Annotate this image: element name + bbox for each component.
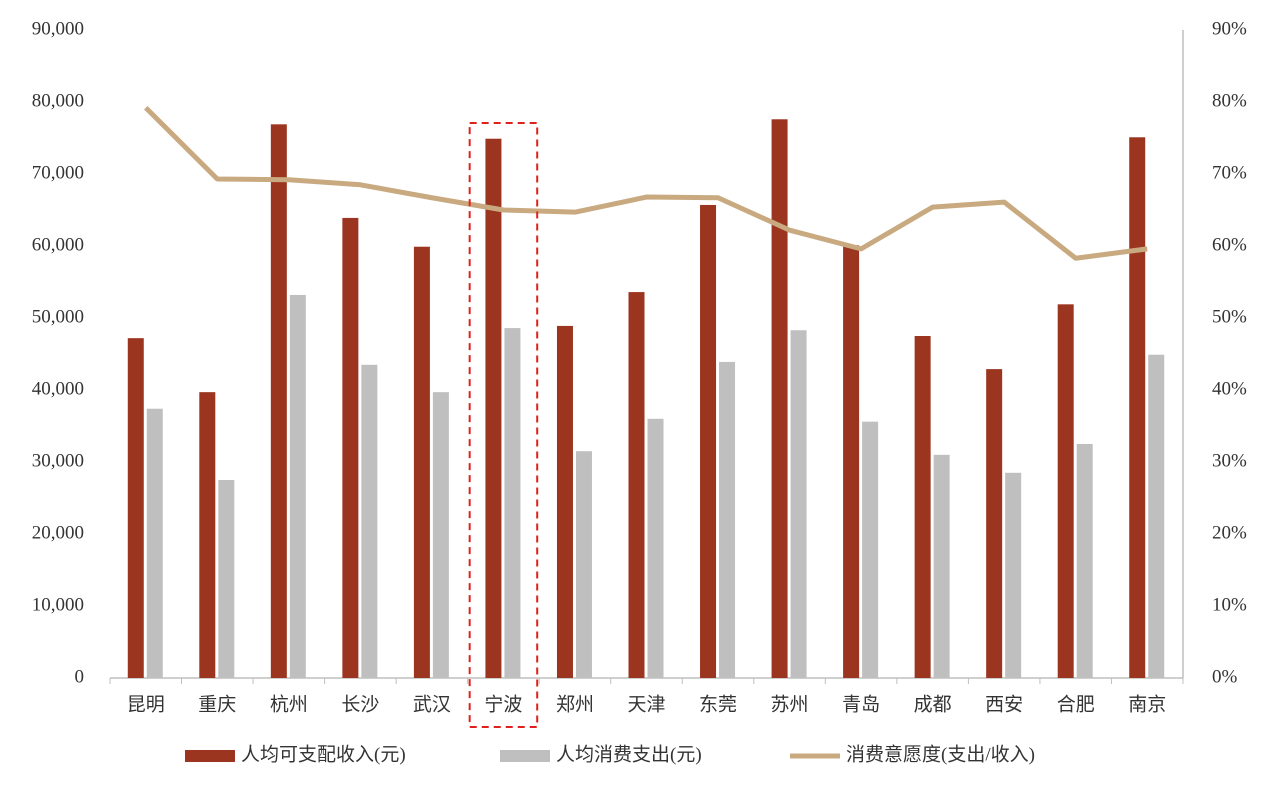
bar [1005, 472, 1022, 678]
y2-tick-label: 90% [1212, 18, 1247, 39]
bar [1076, 444, 1093, 678]
bar [933, 454, 950, 678]
y2-tick-label: 60% [1212, 234, 1247, 255]
x-tick-label: 重庆 [198, 693, 236, 715]
y2-tick-label: 30% [1212, 450, 1247, 471]
bar [289, 294, 306, 678]
bar [628, 292, 645, 678]
y-tick-label: 80,000 [32, 90, 84, 111]
x-tick-label: 合肥 [1057, 693, 1095, 715]
legend-label: 人均消费支出(元) [556, 743, 702, 765]
y2-tick-label: 10% [1212, 594, 1247, 615]
bar [1148, 354, 1165, 678]
x-tick-label: 东莞 [699, 693, 737, 715]
bar [771, 119, 788, 678]
bar [413, 246, 430, 678]
y-tick-label: 60,000 [32, 234, 84, 255]
bar [270, 124, 287, 678]
bar [790, 330, 807, 678]
bar [700, 204, 717, 678]
bar [575, 451, 592, 678]
x-tick-label: 长沙 [341, 693, 379, 715]
y-tick-label: 30,000 [32, 450, 84, 471]
bar [199, 392, 216, 678]
y-tick-label: 70,000 [32, 162, 84, 183]
x-tick-label: 西安 [985, 693, 1023, 715]
bar [485, 138, 502, 679]
y-tick-label: 10,000 [32, 594, 84, 615]
x-tick-label: 武汉 [413, 693, 451, 715]
y-tick-label: 0 [75, 666, 85, 687]
x-tick-label: 杭州 [270, 693, 308, 715]
bar [862, 421, 879, 678]
bar [843, 245, 860, 678]
bar [1057, 304, 1074, 678]
bar [914, 336, 931, 678]
bar [361, 364, 378, 678]
bar [432, 392, 449, 678]
legend-swatch [185, 750, 235, 762]
y-tick-label: 40,000 [32, 378, 84, 399]
y-tick-label: 90,000 [32, 18, 84, 39]
bar [504, 328, 521, 678]
y2-tick-label: 20% [1212, 522, 1247, 543]
x-tick-label: 天津 [627, 693, 665, 715]
legend-swatch [500, 750, 550, 762]
bar [342, 217, 359, 679]
y-tick-label: 50,000 [32, 306, 84, 327]
y2-tick-label: 40% [1212, 378, 1247, 399]
x-tick-label: 青岛 [842, 693, 880, 715]
x-tick-label: 苏州 [771, 693, 809, 715]
x-tick-label: 昆明 [127, 694, 165, 715]
legend-label: 消费意愿度(支出/收入) [846, 743, 1035, 765]
bar [146, 408, 163, 678]
y-tick-label: 20,000 [32, 522, 84, 543]
bar [719, 361, 736, 678]
x-tick-label: 郑州 [556, 693, 594, 715]
y2-tick-label: 50% [1212, 306, 1247, 327]
x-tick-label: 宁波 [484, 693, 522, 715]
y2-tick-label: 80% [1212, 90, 1247, 111]
bar [647, 418, 664, 678]
legend-label: 人均可支配收入(元) [241, 743, 406, 765]
bar [556, 325, 573, 678]
bar [127, 338, 144, 678]
bar [986, 369, 1003, 678]
x-tick-label: 成都 [914, 693, 952, 715]
bar [1129, 137, 1146, 678]
bar [218, 480, 235, 678]
line [144, 105, 1148, 261]
x-tick-label: 南京 [1128, 693, 1166, 715]
y2-tick-label: 0% [1212, 666, 1238, 687]
highlight-box [468, 122, 539, 728]
y2-tick-label: 70% [1212, 162, 1247, 183]
